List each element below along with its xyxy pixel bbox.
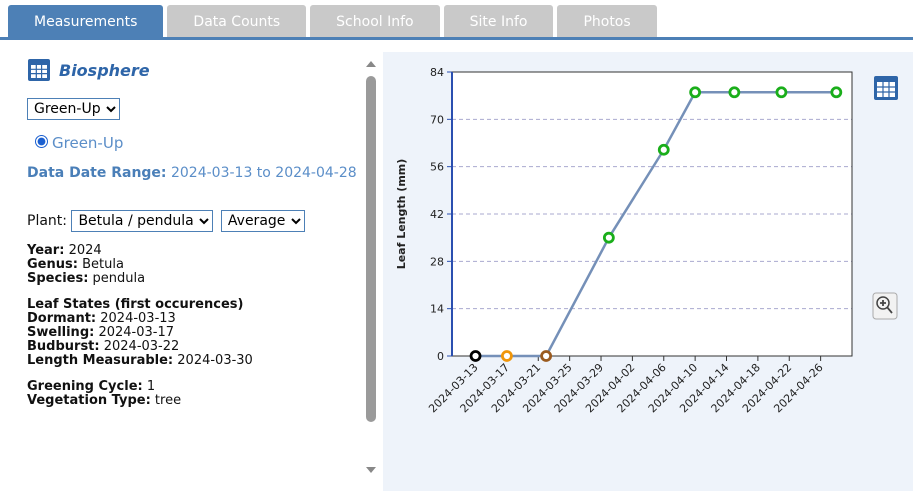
plant-label: Plant:	[27, 213, 67, 229]
sidebar-title: Biosphere	[27, 58, 362, 82]
info-value: 2024-03-17	[98, 325, 175, 340]
table-button[interactable]	[874, 76, 898, 100]
data-point	[602, 231, 615, 244]
date-range-value: 2024-03-13 to 2024-04-28	[170, 165, 357, 181]
y-tick-label: 56	[430, 161, 444, 174]
info-label: Vegetation Type:	[27, 393, 151, 408]
info-value: Betula	[82, 257, 124, 272]
info-row: Species: pendula	[27, 272, 362, 286]
info-value: 1	[146, 379, 156, 394]
info-row: Year: 2024	[27, 244, 362, 258]
y-tick-label: 28	[430, 255, 444, 268]
zoom-button[interactable]	[872, 292, 898, 320]
y-tick-label: 0	[437, 350, 444, 363]
info-value: pendula	[92, 271, 146, 286]
data-point	[728, 86, 741, 99]
y-tick-label: 42	[430, 208, 444, 221]
info-value: 2024-03-13	[100, 311, 176, 326]
stat-select[interactable]: Average	[220, 210, 305, 232]
table-icon[interactable]	[27, 58, 51, 82]
data-point	[775, 86, 788, 99]
leaf-state-list: Dormant: 2024-03-13 Swelling: 2024-03-17 B…	[27, 312, 362, 368]
info-row: Greening Cycle: 1	[27, 380, 362, 394]
tab-underline	[0, 37, 913, 40]
y-axis-label: Leaf Length (mm)	[395, 159, 408, 270]
tab[interactable]: Site Info	[443, 5, 554, 37]
y-tick-label: 84	[430, 66, 444, 79]
title-text: Biosphere	[59, 60, 150, 80]
radio[interactable]: Green-Up	[35, 134, 362, 152]
info-row: Length Measurable: 2024-03-30	[27, 354, 362, 368]
info-label: Species:	[27, 271, 89, 286]
plant-select[interactable]: Betula / pendula	[71, 210, 214, 232]
data-point	[657, 143, 670, 156]
date-range-label: Data Date Range:	[27, 165, 167, 181]
protocol-select[interactable]: Green-Up	[27, 98, 120, 120]
info-label: Length Measurable:	[27, 353, 174, 368]
data-point	[689, 86, 702, 99]
scrollbar[interactable]	[364, 58, 378, 478]
data-point	[830, 86, 843, 99]
leaf-states: Leaf States (first occurences) Dormant: 2…	[27, 298, 362, 368]
info-label: Swelling:	[27, 325, 95, 340]
tab[interactable]: Photos	[557, 5, 657, 37]
data-point	[501, 350, 513, 362]
info-row: Vegetation Type: tree	[27, 394, 362, 408]
extra-block: Greening Cycle: 1 Vegetation Type: tree	[27, 380, 362, 408]
info-label: Dormant:	[27, 311, 97, 326]
info-label: Genus:	[27, 257, 78, 272]
y-tick-label: 70	[430, 113, 444, 126]
tab-bar: Measurements Data Counts School Info Site I…	[8, 5, 657, 37]
info-row: Budburst: 2024-03-22	[27, 340, 362, 354]
info-label: Year:	[27, 243, 65, 258]
info-value: 2024-03-22	[103, 339, 180, 354]
info-row: Genus: Betula	[27, 258, 362, 272]
tab[interactable]: Measurements	[8, 5, 164, 37]
info-value: 2024-03-30	[177, 353, 253, 368]
date-range: Data Date Range: 2024-03-13 to 2024-04-2…	[27, 160, 362, 186]
info-label: Budburst:	[27, 339, 100, 354]
info-row: Dormant: 2024-03-13	[27, 312, 362, 326]
radio-label: Green-Up	[52, 134, 124, 152]
info-row: Swelling: 2024-03-17	[27, 326, 362, 340]
sidebar: Biosphere Green-Up Green-Up Data Date Ra…	[27, 58, 362, 408]
y-tick-label: 14	[430, 303, 444, 316]
info-value: 2024	[68, 243, 102, 258]
tab[interactable]: School Info	[310, 5, 440, 37]
info-label: Greening Cycle:	[27, 379, 143, 394]
plant-row: Plant: Betula / pendula Average	[27, 210, 362, 232]
info-value: tree	[154, 393, 182, 408]
data-point	[540, 350, 553, 362]
leaf-states-title: Leaf States (first occurences)	[27, 297, 244, 312]
radio-button[interactable]	[35, 135, 48, 148]
info-block: Year: 2024 Genus: Betula Species: pendula	[27, 244, 362, 286]
tab[interactable]: Data Counts	[167, 5, 307, 37]
chart: Leaf Length (mm) 01428425670842024-03-13…	[383, 52, 913, 491]
data-point	[469, 350, 482, 362]
